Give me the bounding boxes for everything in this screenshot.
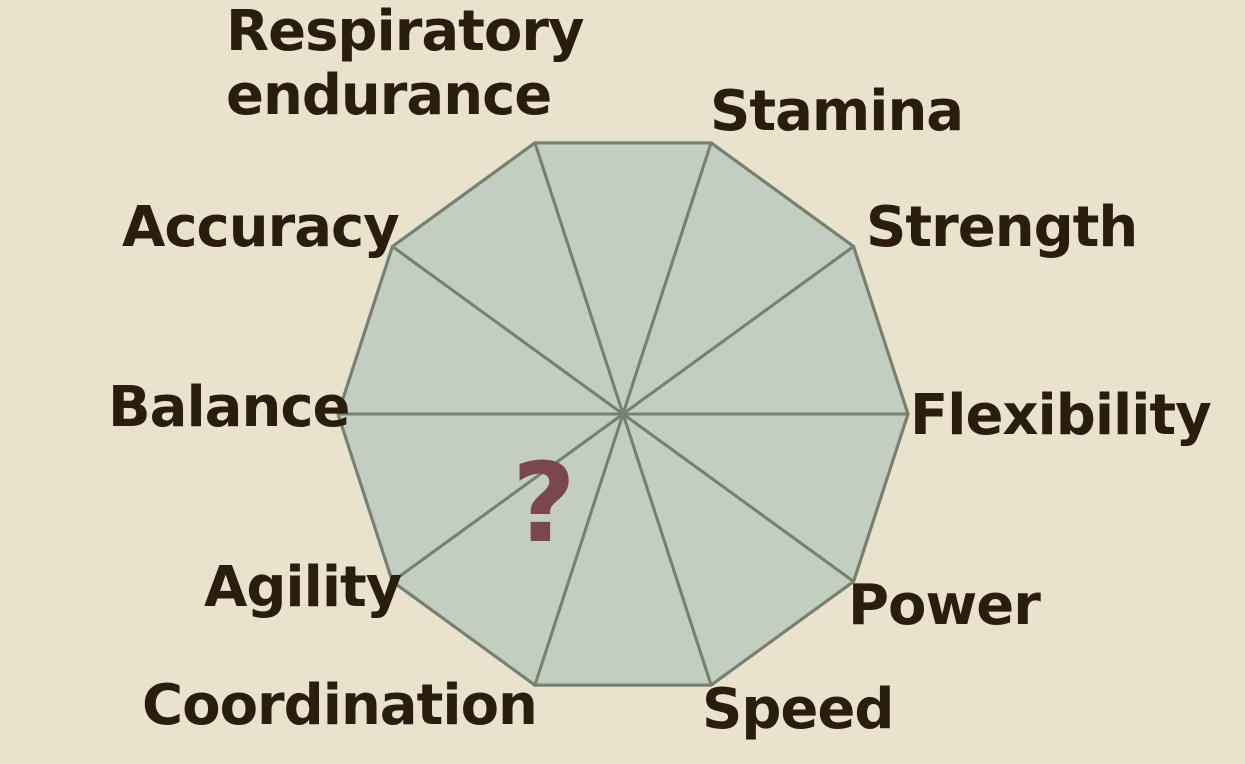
label-coordination: Coordination xyxy=(142,673,538,738)
label-balance: Balance xyxy=(108,375,350,440)
label-flexibility: Flexibility xyxy=(910,383,1212,448)
question-mark: ? xyxy=(512,439,576,567)
label-respiratory-endurance: Respiratory endurance xyxy=(226,0,584,128)
label-line: endurance xyxy=(226,63,552,128)
label-agility: Agility xyxy=(204,555,402,620)
label-power: Power xyxy=(848,573,1041,638)
label-speed: Speed xyxy=(702,677,894,742)
label-line: Respiratory xyxy=(226,0,584,64)
decagon-outline xyxy=(336,141,910,687)
label-strength: Strength xyxy=(866,195,1138,260)
label-stamina: Stamina xyxy=(710,79,964,144)
label-accuracy: Accuracy xyxy=(122,195,400,260)
